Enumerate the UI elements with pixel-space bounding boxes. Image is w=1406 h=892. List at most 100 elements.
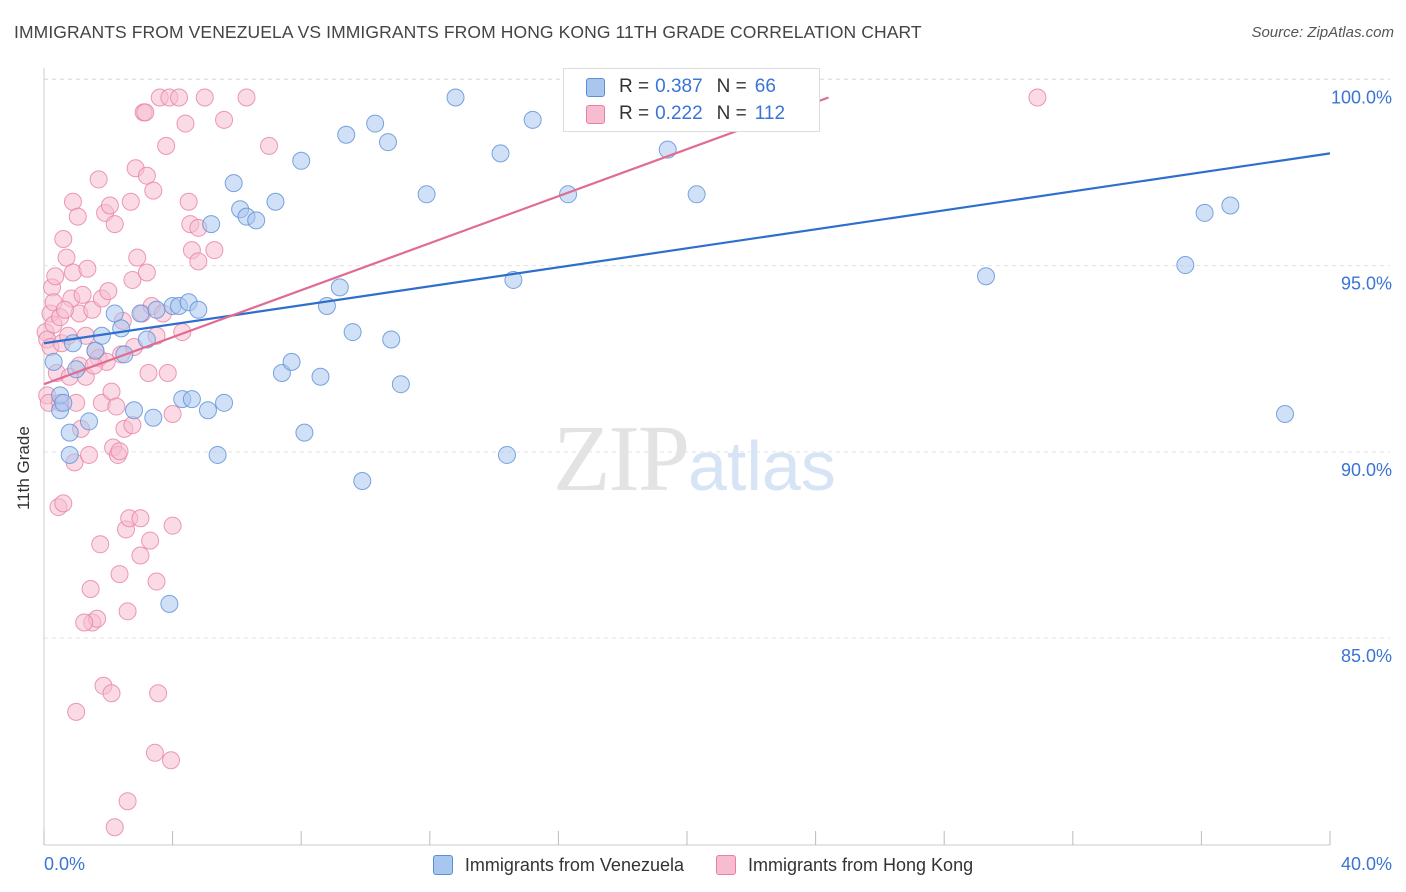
- hongkong-point: [137, 166, 156, 185]
- hongkong-point: [107, 397, 126, 416]
- hongkong-point: [105, 818, 124, 837]
- hongkong-point: [118, 792, 137, 811]
- hongkong-point: [128, 248, 147, 267]
- hongkong-point: [63, 192, 82, 211]
- venezuela-point: [497, 445, 516, 464]
- hongkong-point: [145, 743, 164, 762]
- hongkong-point: [163, 516, 182, 535]
- venezuela-swatch: [586, 77, 605, 97]
- venezuela-point: [182, 390, 201, 409]
- hongkong-point: [54, 494, 73, 513]
- source-credit: Source: ZipAtlas.com: [1251, 24, 1394, 41]
- venezuela-point: [105, 304, 124, 323]
- hongkong-legend-swatch: [716, 855, 736, 875]
- venezuela-point: [44, 352, 63, 371]
- n-value-venezuela: 66: [754, 76, 776, 97]
- venezuela-point: [330, 278, 349, 297]
- venezuela-point: [1195, 203, 1214, 222]
- venezuela-point: [202, 215, 221, 234]
- n-value-hongkong: 112: [754, 103, 786, 124]
- stats-legend: R = 0.387 N = 66 R = 0.222 N = 112: [563, 68, 820, 132]
- hongkong-point: [179, 192, 198, 211]
- hongkong-point: [121, 192, 140, 211]
- hongkong-point: [170, 88, 189, 107]
- venezuela-point: [311, 367, 330, 386]
- x-tick-label: 0.0%: [44, 854, 85, 874]
- hongkong-point: [176, 114, 195, 133]
- y-tick-label: 95.0%: [1341, 274, 1392, 294]
- venezuela-point: [54, 393, 73, 412]
- legend-item-hongkong[interactable]: Immigrants from Hong Kong: [716, 852, 973, 878]
- venezuela-point: [1275, 404, 1294, 423]
- hongkong-point: [100, 196, 119, 215]
- n-label: N =: [716, 76, 747, 97]
- hongkong-point: [54, 229, 73, 248]
- hongkong-point: [149, 684, 168, 703]
- legend-item-venezuela[interactable]: Immigrants from Venezuela: [432, 852, 684, 878]
- venezuela-point: [417, 185, 436, 204]
- hongkong-point: [147, 572, 166, 591]
- venezuela-point: [491, 144, 510, 163]
- venezuela-point: [208, 445, 227, 464]
- stats-legend-row-hongkong: R = 0.222 N = 112: [586, 102, 785, 126]
- venezuela-point: [247, 211, 266, 230]
- hongkong-point: [163, 404, 182, 423]
- n-label: N =: [716, 103, 747, 124]
- hongkong-point: [99, 282, 118, 301]
- hongkong-point: [139, 364, 158, 383]
- venezuela-point: [1176, 256, 1195, 275]
- hongkong-point: [215, 110, 234, 129]
- hongkong-point: [136, 103, 155, 122]
- hongkong-point: [67, 702, 86, 721]
- venezuela-point: [379, 133, 398, 152]
- hongkong-point: [260, 136, 279, 155]
- venezuela-point: [86, 341, 105, 360]
- venezuela-point: [189, 300, 208, 319]
- venezuela-trend-line: [43, 152, 1331, 345]
- venezuela-point: [266, 192, 285, 211]
- hongkong-point: [46, 267, 65, 286]
- venezuela-point: [112, 319, 131, 338]
- venezuela-point: [353, 472, 372, 491]
- hongkong-point: [195, 88, 214, 107]
- hongkong-point: [131, 546, 150, 565]
- hongkong-point: [89, 170, 108, 189]
- hongkong-point: [57, 248, 76, 267]
- venezuela-point: [366, 114, 385, 133]
- venezuela-point: [282, 352, 301, 371]
- y-tick-label: 85.0%: [1341, 646, 1392, 666]
- legend-label-venezuela: Immigrants from Venezuela: [464, 854, 684, 875]
- hongkong-point: [102, 684, 121, 703]
- hongkong-point: [68, 207, 87, 226]
- hongkong-point: [75, 613, 94, 632]
- r-value-hongkong: 0.222: [655, 103, 703, 124]
- hongkong-point: [102, 382, 121, 401]
- venezuela-point: [382, 330, 401, 349]
- hongkong-point: [123, 416, 142, 435]
- venezuela-point: [137, 330, 156, 349]
- venezuela-point: [60, 423, 79, 442]
- hongkong-swatch: [586, 104, 605, 124]
- watermark: ZIPatlas: [553, 405, 836, 513]
- hongkong-point: [123, 270, 142, 289]
- hongkong-point: [137, 263, 156, 282]
- chart-title: IMMIGRANTS FROM VENEZUELA VS IMMIGRANTS …: [14, 22, 922, 42]
- venezuela-point: [446, 88, 465, 107]
- hongkong-point: [110, 565, 129, 584]
- venezuela-point: [504, 270, 523, 289]
- hongkong-point: [105, 215, 124, 234]
- r-label: R =: [619, 103, 650, 124]
- hongkong-trend-line: [43, 96, 829, 386]
- hongkong-point: [78, 259, 97, 278]
- hongkong-point: [55, 300, 74, 319]
- hongkong-point: [73, 285, 92, 304]
- hongkong-point: [157, 136, 176, 155]
- legend-label-hongkong: Immigrants from Hong Kong: [748, 854, 974, 875]
- series-legend: Immigrants from Venezuela Immigrants fro…: [0, 852, 1406, 878]
- r-label: R =: [619, 76, 650, 97]
- hongkong-point: [1028, 88, 1047, 107]
- venezuela-point: [131, 304, 150, 323]
- venezuela-point: [343, 323, 362, 342]
- venezuela-point: [60, 445, 79, 464]
